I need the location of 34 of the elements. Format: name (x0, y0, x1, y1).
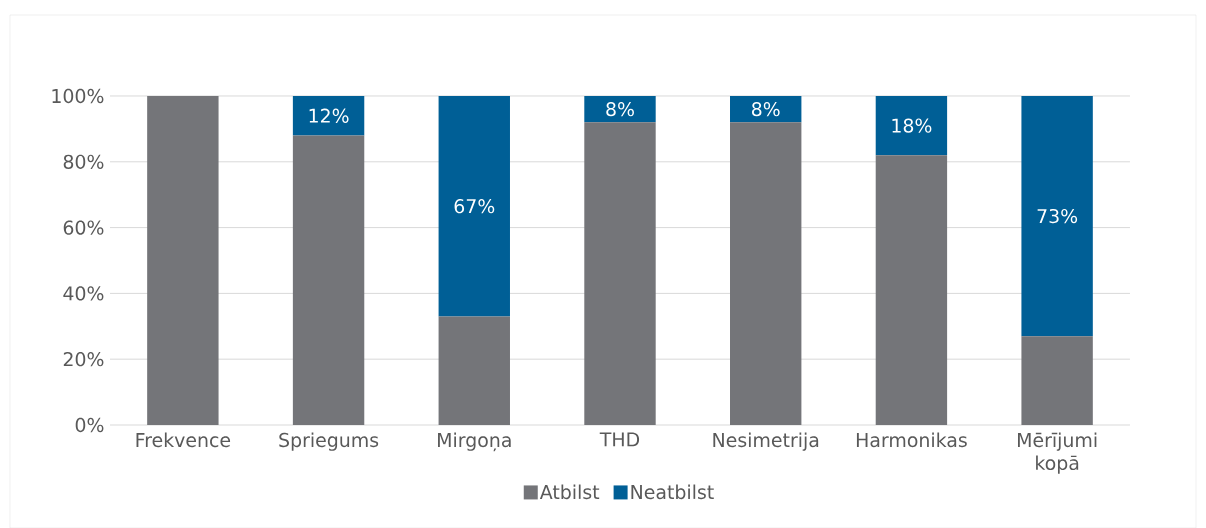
bar (438, 316, 510, 425)
x-tick-label: THD (599, 432, 640, 447)
y-tick-label: 20% (63, 351, 104, 367)
y-tick-label: 100% (52, 88, 104, 104)
x-tick-label: Mērījumi kopā (1018, 432, 1097, 474)
bar (1021, 336, 1093, 425)
bar (147, 95, 219, 425)
data-label: 67% (454, 198, 495, 214)
bar (1021, 95, 1093, 337)
bar (730, 122, 802, 425)
data-label: 8% (751, 101, 780, 117)
x-tick-label: Frekvence (136, 432, 231, 448)
bar (438, 95, 510, 317)
bar (292, 135, 365, 425)
bar (584, 95, 656, 123)
data-label: 18% (892, 118, 932, 133)
legend-label: Neatbilst (631, 484, 714, 500)
y-tick-label: 40% (63, 286, 104, 301)
bar (292, 95, 365, 136)
bar (875, 95, 948, 156)
y-tick-label: 80% (63, 154, 104, 169)
bar (875, 155, 948, 425)
y-tick-label: 0% (75, 417, 104, 433)
x-tick-label: Nesimetrija (713, 432, 819, 451)
x-tick-label: Harmonikas (856, 432, 967, 448)
x-tick-label: Spriegums (279, 432, 379, 451)
data-label: 73% (1037, 208, 1078, 224)
y-tick-label: 60% (63, 220, 104, 235)
x-tick-label: Mirgoņa (438, 432, 511, 452)
bar (584, 122, 656, 425)
data-label: 12% (309, 108, 349, 123)
data-label: 8% (606, 101, 634, 117)
legend-label: Atbilst (539, 484, 600, 500)
bar (730, 95, 802, 123)
